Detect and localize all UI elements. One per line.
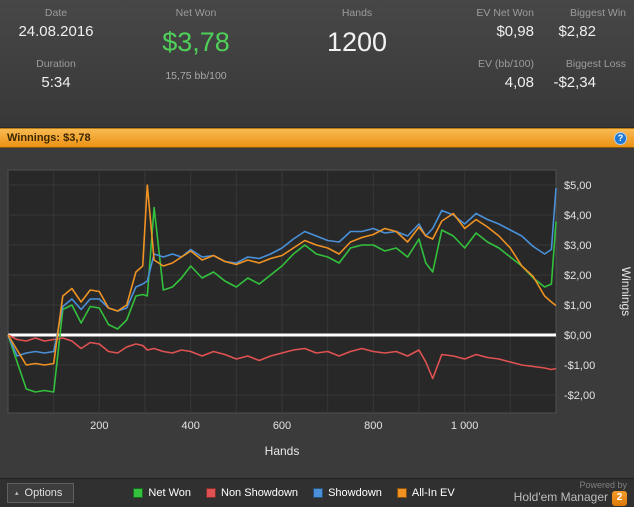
stat-net-won: Net Won $3,78 15,75 bb/100 [112, 7, 280, 127]
stat-biggest: Biggest Win $2,82 Biggest Loss -$2,34 [534, 7, 634, 127]
date-value: 24.08.2016 [18, 23, 94, 40]
svg-text:600: 600 [273, 420, 291, 432]
legend-label: Showdown [328, 487, 382, 499]
svg-text:$3,00: $3,00 [564, 240, 592, 252]
stat-date-duration: Date 24.08.2016 Duration 5:34 [0, 7, 112, 127]
powered-by-text: Powered by [579, 480, 627, 491]
duration-label: Duration [36, 58, 76, 70]
net-won-label: Net Won [175, 7, 217, 19]
all-in-ev-swatch-icon [396, 488, 407, 498]
ev-net-won-label: EV Net Won [476, 7, 534, 19]
brand-name: Hold'em Manager [513, 490, 608, 505]
svg-text:-$1,00: -$1,00 [564, 360, 595, 372]
ev-bb100-label: EV (bb/100) [477, 58, 534, 70]
legend-item-all-in-ev: All-In EV [396, 487, 455, 499]
stat-ev: EV Net Won $0,98 EV (bb/100) 4,08 [434, 7, 534, 127]
legend-label: Non Showdown [221, 487, 299, 499]
winnings-bar-label: Winnings: $3,78 [7, 132, 91, 144]
hands-value: 1200 [326, 27, 388, 57]
svg-text:$4,00: $4,00 [564, 210, 592, 222]
svg-text:$1,00: $1,00 [564, 300, 592, 312]
legend-item-non-showdown: Non Showdown [206, 487, 298, 499]
duration-value: 5:34 [41, 74, 71, 91]
legend-label: Net Won [148, 487, 191, 499]
biggest-win-label: Biggest Win [569, 7, 626, 19]
chart-legend: Net Won Non Showdown Showdown All-In EV [74, 487, 513, 499]
date-label: Date [44, 7, 68, 19]
biggest-loss-value: -$2,34 [553, 74, 596, 91]
non-showdown-swatch-icon [206, 488, 216, 498]
showdown-swatch-icon [313, 488, 324, 498]
options-label: Options [24, 487, 63, 499]
svg-text:-$2,00: -$2,00 [564, 390, 595, 402]
svg-text:Winnings: Winnings [619, 267, 633, 316]
ev-net-won-value: $0,98 [496, 23, 534, 40]
net-won-bb100: 15,75 bb/100 [165, 70, 227, 82]
hands-label: Hands [341, 7, 373, 19]
footer-bar: ▴ Options Net Won Non Showdown Showdown … [0, 478, 634, 507]
biggest-win-value: $2,82 [558, 23, 596, 40]
chart-section: $5,00 $4,00 $3,00 $2,00 $1,00 $0,00 -$1,00 -$2,… [0, 148, 634, 478]
svg-text:200: 200 [90, 420, 108, 432]
svg-text:800: 800 [364, 420, 382, 432]
winnings-title-bar: Winnings: $3,78 ? [0, 128, 634, 148]
net-won-swatch-icon [133, 488, 144, 498]
biggest-loss-label: Biggest Loss [565, 58, 626, 70]
winnings-chart[interactable]: $5,00 $4,00 $3,00 $2,00 $1,00 $0,00 -$1,00 -$2,… [0, 148, 634, 478]
ev-bb100-value: 4,08 [504, 74, 534, 91]
svg-text:$2,00: $2,00 [564, 270, 592, 282]
hm2-badge-icon: 2 [612, 490, 627, 506]
stat-hands: Hands 1200 [280, 7, 434, 127]
options-button[interactable]: ▴ Options [7, 483, 75, 503]
stats-header: Date 24.08.2016 Duration 5:34 Net Won $3… [0, 0, 634, 128]
legend-item-showdown: Showdown [313, 487, 382, 499]
legend-item-net-won: Net Won [133, 487, 191, 499]
legend-label: All-In EV [411, 487, 455, 499]
svg-text:1 000: 1 000 [451, 420, 479, 432]
svg-text:$0,00: $0,00 [564, 330, 592, 342]
svg-text:400: 400 [181, 420, 199, 432]
net-won-value: $3,78 [162, 27, 230, 57]
svg-text:$5,00: $5,00 [564, 180, 592, 192]
chevron-up-icon: ▴ [15, 489, 19, 497]
info-icon[interactable]: ? [614, 131, 627, 145]
svg-text:Hands: Hands [265, 444, 300, 458]
powered-by: Powered by Hold'em Manager 2 [513, 480, 627, 506]
